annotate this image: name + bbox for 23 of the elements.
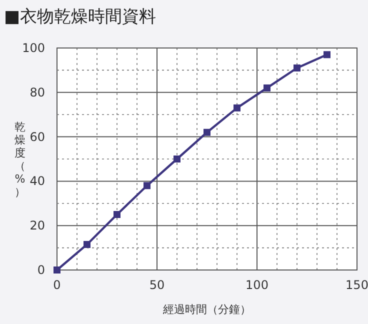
- y-axis-title: 乾燥度（%）: [14, 120, 26, 198]
- x-tick-label: 150: [346, 278, 368, 292]
- y-tick-label: 20: [30, 218, 45, 233]
- x-tick-label: 100: [246, 278, 268, 292]
- x-axis-title: 經過時間（分鐘）: [162, 303, 251, 316]
- point: [174, 156, 180, 162]
- y-tick-label: 80: [30, 85, 45, 100]
- point: [144, 182, 150, 190]
- y-tick-label: 0: [37, 263, 45, 277]
- point: [54, 266, 60, 274]
- point: [324, 51, 330, 58]
- point: [294, 64, 300, 72]
- y-tick-label: 40: [30, 174, 45, 188]
- y-tick-label: 60: [30, 130, 45, 144]
- point: [234, 104, 240, 112]
- y-tick-label: 100: [22, 41, 45, 55]
- x-tick-label: 0: [53, 278, 61, 292]
- point: [114, 211, 120, 218]
- point: [204, 128, 210, 136]
- point: [84, 240, 90, 248]
- chart-title: ■衣物乾燥時間資料: [4, 7, 156, 27]
- point: [264, 84, 270, 92]
- x-tick-label: 50: [149, 278, 165, 292]
